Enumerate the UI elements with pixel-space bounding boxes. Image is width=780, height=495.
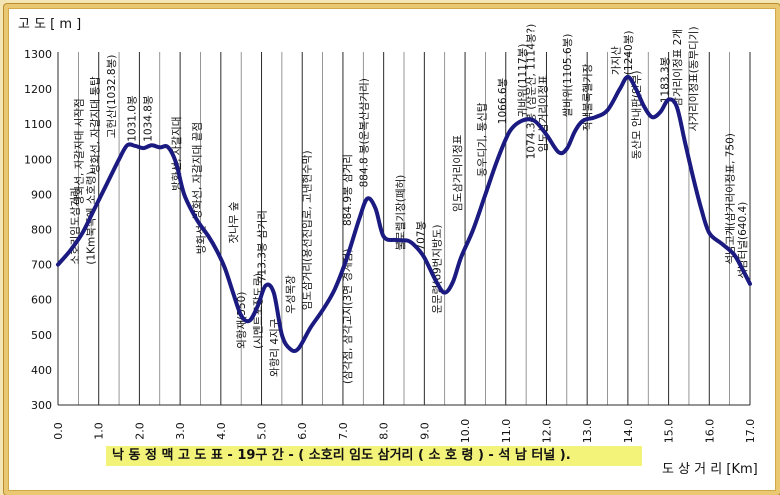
y-tick-label: 1100 (24, 118, 52, 131)
annotation-label: 1066.6봉 (497, 77, 509, 124)
x-axis-label: 도 상 거 리 [Km] (662, 462, 758, 477)
y-tick-label: 300 (31, 399, 52, 412)
annotation-label: 동우디기, 통신탑 (476, 102, 488, 177)
annotation-label: 방화선, 자갈지대 시작점 (72, 98, 85, 205)
y-ticks: 300 400 500 600 700 800 900 1000 1100 1200 1300 (24, 48, 52, 412)
x-tick-label: 14.0 (622, 419, 635, 444)
x-tick-label: 12.0 (540, 419, 553, 444)
annotations: 소호리임도삼거리 (1Km북쪽에 소호령)방화선, 자갈지대 시작점 방화선, 자갈… (68, 24, 749, 384)
annotation-label: (삼각점, 삼각고지(3면 경계점) (341, 249, 354, 384)
annotation-label: 713.3봉 삼거리 (257, 210, 269, 282)
annotation-label: 임도삼거리이정표 (451, 134, 464, 212)
x-tick-label: 11.0 (500, 419, 513, 444)
x-tick-label: 13.0 (581, 419, 594, 444)
x-ticks: 0.0 1.0 2.0 3.0 4.0 5.0 6.0 7.0 8.0 9.0 10.0 11.0 12… (52, 419, 757, 444)
annotation-label: 707봉 (415, 221, 427, 251)
annotation-label: 쌀바위(1105.6봉) (561, 34, 574, 118)
annotation-label: 사거리이정표(동부디기) (688, 26, 700, 131)
elevation-line (56, 74, 752, 354)
y-tick-label: 400 (31, 364, 52, 377)
x-tick-label: 8.0 (378, 422, 391, 440)
y-tick-label: 900 (31, 188, 52, 201)
x-tick-label: 1.0 (93, 422, 106, 440)
annotation-label: 임도삼거리이정표 (536, 75, 549, 153)
annotation-label: 고헌산(1032.8봉) (106, 55, 118, 139)
y-tick-label: 500 (31, 329, 52, 342)
annotation-label: 귀바위(1117봉) (516, 44, 529, 118)
x-tick-label: 4.0 (215, 422, 228, 440)
annotation-label: 소호리임도삼거리 (68, 187, 81, 264)
chart-title: 낙 동 정 맥 고 도 표 - 19구 간 - ( 소호리 임도 삼거리 ( 소… (106, 446, 642, 466)
x-tick-label: 16.0 (703, 419, 716, 444)
annotation-label: 잣나무 숲 (228, 201, 240, 243)
annotation-label: 임도삼거리(용선진입로, 고낸현수막) (300, 150, 313, 310)
y-tick-label: 1200 (24, 83, 52, 96)
x-tick-label: 0.0 (52, 422, 65, 440)
grid (57, 52, 751, 406)
y-tick-label: 1000 (24, 153, 52, 166)
x-tick-label: 10.0 (459, 419, 472, 444)
annotation-label: 방화선, 자갈지대 끝점 (190, 122, 203, 219)
y-tick-label: 1300 (24, 48, 52, 61)
y-tick-label: 600 (31, 294, 52, 307)
annotation-label: 1074.3봉 (삼운산, 1114봉?) (525, 24, 537, 160)
annotation-label: 적색불록헬기장 (582, 63, 594, 131)
x-tick-label: 3.0 (174, 422, 187, 440)
chart-frame (4, 4, 780, 495)
y-tick-label: 700 (31, 259, 52, 272)
x-tick-label: 2.0 (133, 422, 146, 440)
annotation-label: 884.9봉 삼거리 (342, 154, 354, 226)
annotation-label: 삼거리이정표 2개 (672, 29, 684, 107)
annotation-label: 1034.8봉 (143, 95, 155, 142)
annotation-label: 우성목장 (285, 275, 297, 314)
y-axis-label: 고 도 [ m ] (18, 17, 82, 32)
x-tick-label: 17.0 (744, 419, 757, 444)
annotation-label: (1240봉) (623, 30, 635, 75)
annotation-label: 가지산 (611, 46, 623, 75)
annotation-label: 석남고개(삼거리이정표, 750) (725, 133, 737, 265)
annotation-label: 불로렐기장(폐허) (394, 175, 407, 251)
x-tick-label: 5.0 (256, 422, 269, 440)
annotation-label: 동산모 안내판(안부) (631, 70, 643, 159)
annotation-label: 운문령(69번지방도) (432, 225, 444, 314)
annotation-label: 884.8 봉(운복산삼거리) (358, 78, 370, 187)
y-tick-label: 800 (31, 224, 52, 237)
annotation-label: 1031.0봉 (126, 95, 138, 142)
annotation-label: 방화선, 자갈지대 통탑 (89, 76, 102, 173)
x-tick-label: 9.0 (418, 422, 431, 440)
annotation-label: 와항리 4지구 (269, 318, 281, 377)
x-tick-label: 6.0 (296, 422, 309, 440)
x-tick-label: 15.0 (663, 419, 676, 444)
annotation-label: 석남터널(640.4) (737, 202, 749, 279)
annotation-label: 1183.3봉 (660, 56, 672, 103)
x-tick-label: 7.0 (337, 422, 350, 440)
series (56, 74, 752, 354)
